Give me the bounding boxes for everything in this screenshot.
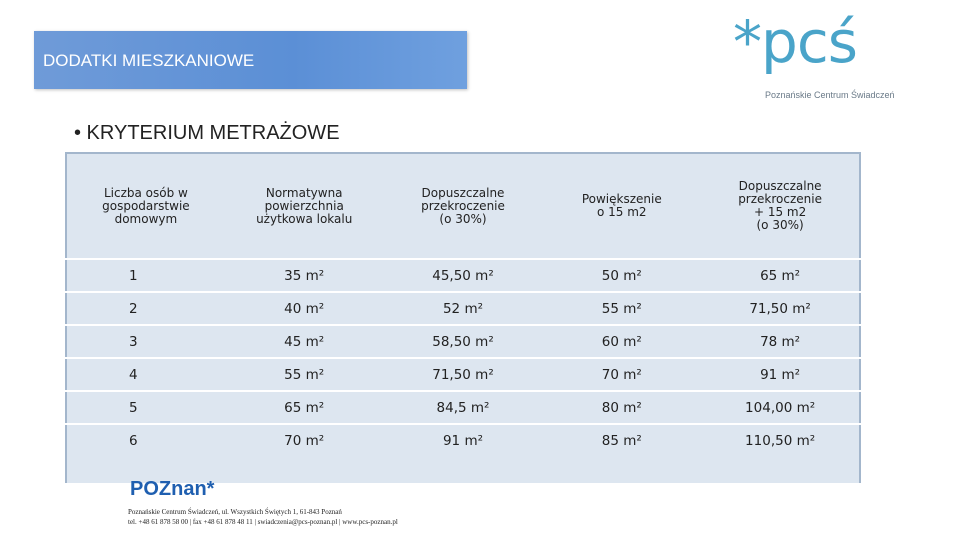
table-cell: 85 m² (542, 424, 702, 485)
table-cell: 40 m² (224, 292, 384, 326)
table-cell: 45 m² (224, 325, 384, 359)
table-cell: 71,50 m² (383, 358, 543, 392)
table-cell: 70 m² (224, 424, 384, 485)
title-box: DODATKI MIESZKANIOWE (34, 31, 467, 89)
table-cell: 110,50 m² (701, 424, 860, 485)
table-cell: 1 (66, 259, 225, 293)
table-row: 4 55 m² 71,50 m² 70 m² 91 m² (66, 358, 860, 392)
footer-address: Poznańskie Centrum Świadczeń, ul. Wszyst… (128, 508, 342, 516)
logo: *pcś Poznańskie Centrum Świadczeń (727, 8, 903, 106)
header-row: Liczba osób w gospodarstwie domowym Norma… (66, 153, 860, 260)
table-row: 3 45 m² 58,50 m² 60 m² 78 m² (66, 325, 860, 359)
table-row: 1 35 m² 45,50 m² 50 m² 65 m² (66, 259, 860, 293)
table-cell: 4 (66, 358, 225, 392)
table-cell: 78 m² (701, 325, 860, 359)
table-cell: 35 m² (224, 259, 384, 293)
header-cell: Dopuszczalne przekroczenie + 15 m2 (o 30… (701, 153, 860, 260)
logo-mark: *pcś (733, 8, 858, 76)
footer-contact: tel. +48 61 878 58 00 | fax +48 61 878 4… (128, 518, 398, 526)
table-cell: 84,5 m² (383, 391, 543, 425)
table-cell: 50 m² (542, 259, 702, 293)
table-cell: 65 m² (224, 391, 384, 425)
table-row: 5 65 m² 84,5 m² 80 m² 104,00 m² (66, 391, 860, 425)
bullet: • KRYTERIUM METRAŻOWE (74, 122, 340, 144)
table-cell: 91 m² (701, 358, 860, 392)
header-cell: Powiększenie o 15 m2 (542, 153, 702, 260)
title: DODATKI MIESZKANIOWE (43, 51, 255, 70)
table-cell: 55 m² (542, 292, 702, 326)
table-cell: 55 m² (224, 358, 384, 392)
table-cell: 70 m² (542, 358, 702, 392)
table-cell: 3 (66, 325, 225, 359)
header-cell: Normatywna powierzchnia użytkowa lokalu (224, 153, 384, 260)
logo-subtitle: Poznańskie Centrum Świadczeń (765, 90, 895, 100)
header-cell: Dopuszczalne przekroczenie (o 30%) (383, 153, 543, 260)
table-cell: 6 (66, 424, 225, 485)
footer-logo: POZnan* (130, 478, 215, 500)
table-cell: 52 m² (383, 292, 543, 326)
table-cell: 71,50 m² (701, 292, 860, 326)
table-cell: 58,50 m² (383, 325, 543, 359)
table-row: 6 70 m² 91 m² 85 m² 110,50 m² (66, 424, 860, 485)
table-cell: 60 m² (542, 325, 702, 359)
table-cell: 45,50 m² (383, 259, 543, 293)
table-cell: 104,00 m² (701, 391, 860, 425)
table-row: 2 40 m² 52 m² 55 m² 71,50 m² (66, 292, 860, 326)
table-cell: 80 m² (542, 391, 702, 425)
table-cell: 2 (66, 292, 225, 326)
header-cell: Liczba osób w gospodarstwie domowym (66, 153, 225, 260)
table-cell: 65 m² (701, 259, 860, 293)
table: Liczba osób w gospodarstwie domowym Norma… (65, 152, 861, 485)
table-cell: 5 (66, 391, 225, 425)
table-cell: 91 m² (383, 424, 543, 485)
